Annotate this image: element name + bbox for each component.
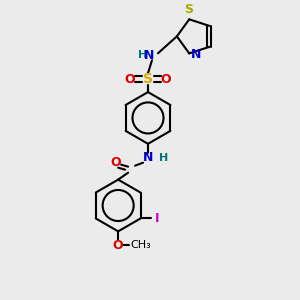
Text: S: S bbox=[143, 72, 153, 86]
Text: N: N bbox=[144, 49, 154, 62]
Text: CH₃: CH₃ bbox=[130, 240, 151, 250]
Text: O: O bbox=[125, 73, 135, 85]
Text: O: O bbox=[113, 239, 124, 252]
Text: N: N bbox=[143, 151, 153, 164]
Text: S: S bbox=[184, 3, 193, 16]
Text: O: O bbox=[111, 156, 122, 169]
Text: H: H bbox=[159, 153, 168, 163]
Text: N: N bbox=[191, 48, 202, 61]
Text: I: I bbox=[154, 212, 159, 225]
Text: O: O bbox=[160, 73, 171, 85]
Text: H: H bbox=[138, 50, 147, 60]
